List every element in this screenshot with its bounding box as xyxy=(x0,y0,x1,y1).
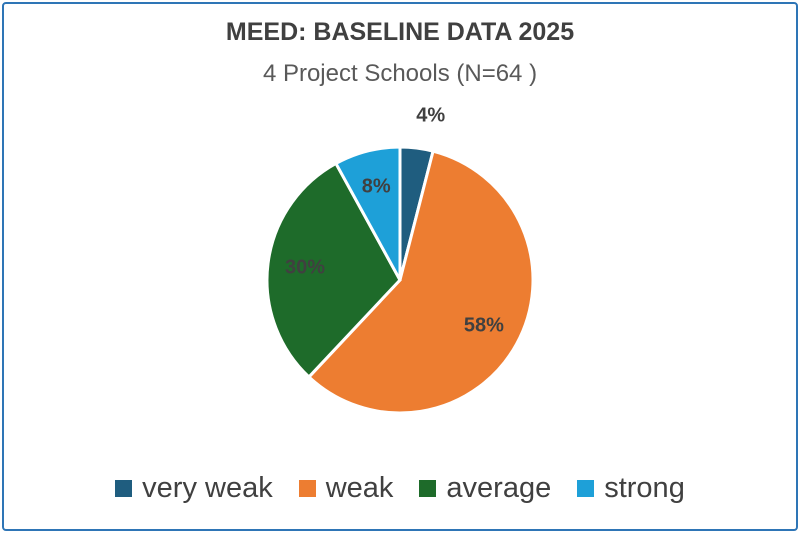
chart-title: MEED: BASELINE DATA 2025 xyxy=(225,18,575,46)
data-label-strong: 8% xyxy=(362,176,391,198)
legend-label: very weak xyxy=(142,472,273,504)
data-label-weak: 58% xyxy=(464,314,504,336)
pie-slice-strong xyxy=(333,145,402,281)
pie-slice-weak xyxy=(306,149,535,415)
data-label-average: 30% xyxy=(285,256,325,278)
legend-swatch xyxy=(419,480,437,497)
legend-swatch xyxy=(115,480,133,497)
legend-swatch xyxy=(577,480,595,497)
data-label-very-weak: 4% xyxy=(416,104,445,126)
chart-subtitle: 4 Project Schools (N=64 ) xyxy=(262,60,538,87)
legend-label: strong xyxy=(604,472,685,504)
legend-item-weak: weak xyxy=(298,472,394,505)
legend-swatch xyxy=(298,480,316,497)
legend-item-very-weak: very weak xyxy=(115,472,273,505)
legend-label: average xyxy=(446,472,552,504)
legend-item-average: average xyxy=(419,472,551,505)
legend-label: weak xyxy=(325,472,394,504)
pie-slice-average xyxy=(265,161,402,380)
legend-item-strong: strong xyxy=(577,472,685,505)
chart-legend: very weak weak average strong xyxy=(0,472,800,505)
